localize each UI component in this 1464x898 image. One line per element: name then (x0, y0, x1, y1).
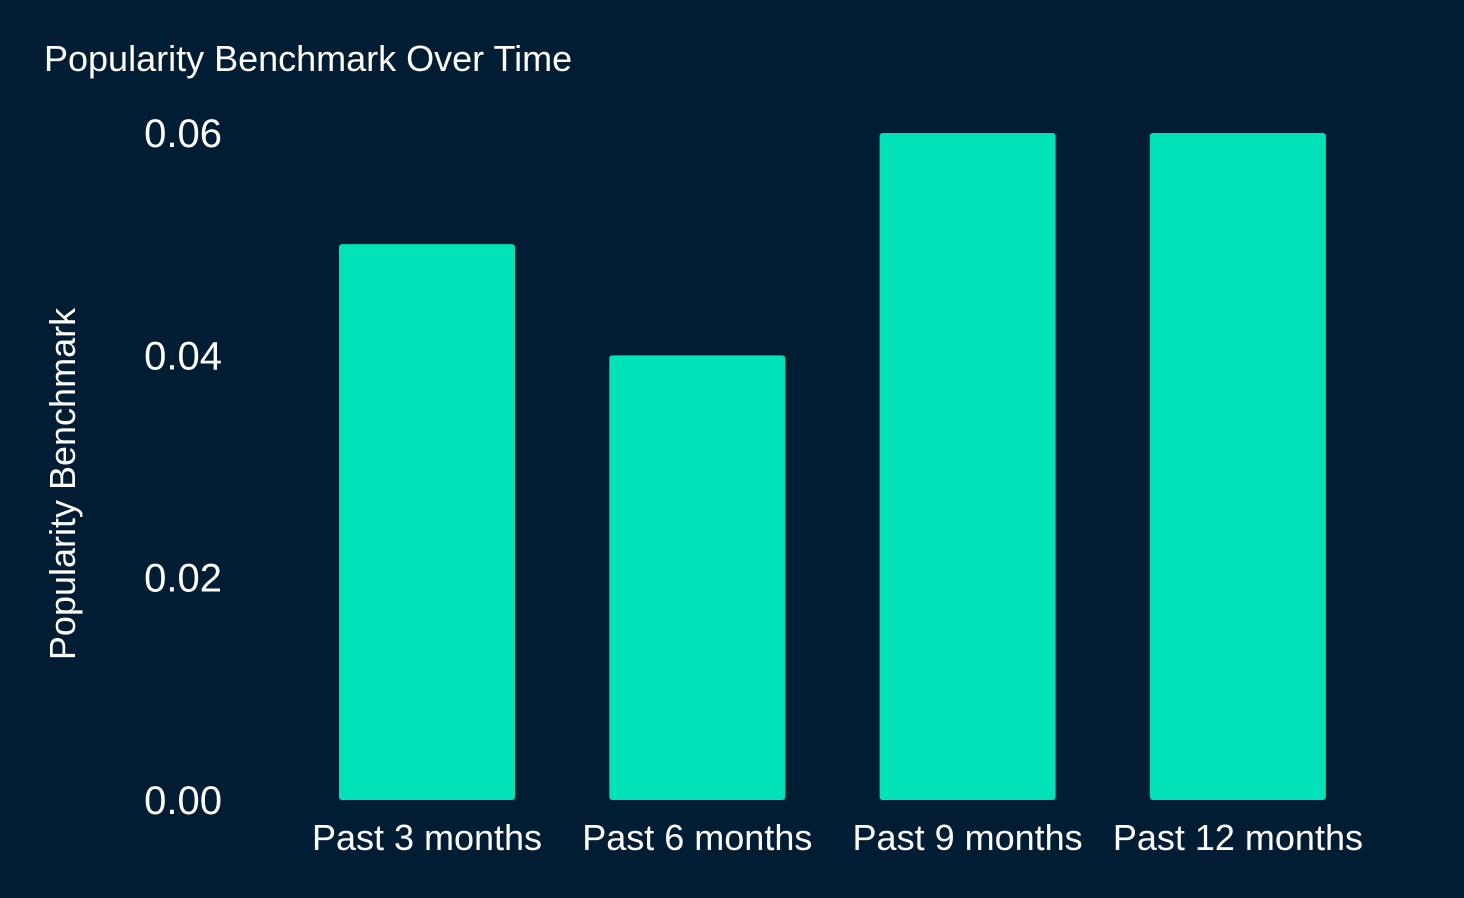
y-axis-label: Popularity Benchmark (42, 307, 83, 660)
y-axis-ticks: 0.00 0.02 0.04 0.06 (144, 112, 222, 823)
y-axis-label-group: Popularity Benchmark (42, 307, 83, 660)
bar (609, 355, 786, 800)
x-axis-ticks: Past 3 months Past 6 months Past 9 months P… (312, 817, 1363, 858)
chart-title: Popularity Benchmark Over Time (44, 38, 573, 79)
x-tick-label: Past 12 months (1113, 817, 1363, 858)
bar (879, 133, 1056, 800)
bar (1149, 133, 1326, 800)
bars (339, 133, 1326, 800)
y-tick-label: 0.04 (144, 334, 222, 378)
x-tick-label: Past 3 months (312, 817, 542, 858)
x-tick-label: Past 9 months (853, 817, 1083, 858)
y-tick-label: 0.00 (144, 779, 222, 823)
y-tick-label: 0.02 (144, 557, 222, 601)
y-tick-label: 0.06 (144, 112, 222, 156)
x-tick-label: Past 6 months (582, 817, 812, 858)
bar (339, 244, 515, 800)
